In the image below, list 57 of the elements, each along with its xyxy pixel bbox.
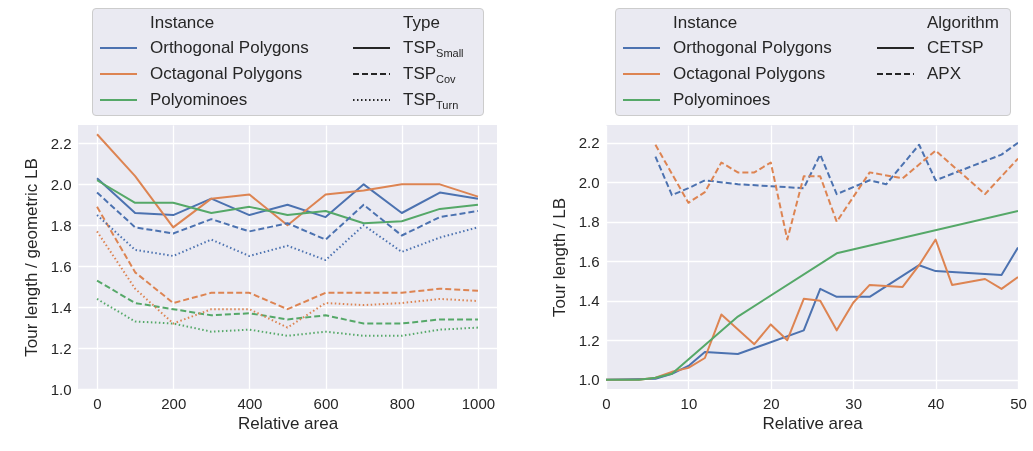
- line-series: [96, 279, 479, 325]
- y-tick-label: 2.0: [578, 173, 600, 191]
- x-tick-label: 400: [237, 394, 263, 412]
- text: Algorithm: [927, 13, 999, 32]
- x-axis-title: Relative area: [762, 413, 864, 433]
- y-axis-title: Tour length / geometric LB: [21, 158, 41, 357]
- x-tick-label: 0: [602, 394, 611, 412]
- legend-title: Instance: [673, 13, 738, 32]
- y-tick-label: 2.2: [50, 134, 72, 152]
- x-tick-label: 10: [680, 394, 698, 412]
- text: Type: [403, 13, 440, 32]
- x-tick-label: 800: [389, 394, 415, 412]
- y-tick-label: 1.8: [50, 216, 72, 234]
- line-series: [654, 143, 1018, 241]
- y-tick-label: 2.0: [50, 175, 72, 193]
- x-tick-label: 200: [161, 394, 187, 412]
- line-series: [96, 179, 479, 225]
- x-tick-label: 0: [93, 394, 102, 412]
- line-series: [96, 133, 479, 229]
- text: TSP$_{Turn}$: [403, 90, 459, 114]
- legend-label: Polyominoes: [150, 90, 248, 109]
- legend-label: Octagonal Polygons: [673, 64, 826, 83]
- text: APX: [927, 64, 962, 83]
- y-tick-label: 1.6: [578, 252, 600, 270]
- line-series: [96, 191, 479, 241]
- line-series: [96, 297, 479, 337]
- legend-title: Instance: [150, 13, 215, 32]
- line-series: [96, 230, 479, 329]
- line-series: [96, 214, 479, 262]
- x-axis-title: Relative area: [237, 413, 339, 433]
- text: TSP$_{Cov}$: [403, 64, 456, 88]
- x-tick-label: 30: [845, 394, 863, 412]
- legend-label: Octagonal Polygons: [150, 64, 303, 83]
- legend-label: Orthogonal Polygons: [150, 38, 309, 57]
- x-tick-label: 1000: [461, 394, 496, 412]
- x-tick-label: 600: [313, 394, 339, 412]
- text: CETSP: [927, 38, 984, 57]
- x-tick-label: 20: [762, 394, 780, 412]
- y-tick-label: 1.2: [50, 339, 72, 357]
- text: TSP$_{Small}$: [403, 38, 464, 62]
- y-tick-label: 1.2: [578, 331, 600, 349]
- line-series: [96, 177, 479, 219]
- y-tick-label: 1.6: [50, 257, 72, 275]
- legend-label: Polyominoes: [673, 90, 771, 109]
- y-tick-label: 1.4: [50, 298, 72, 316]
- y-tick-label: 1.0: [578, 371, 600, 389]
- y-tick-label: 1.8: [578, 213, 600, 231]
- line-series: [96, 205, 479, 311]
- x-tick-label: 50: [1010, 394, 1027, 412]
- y-tick-label: 1.4: [578, 292, 600, 310]
- line-series: [654, 141, 1018, 197]
- line-series: [606, 210, 1018, 381]
- y-tick-label: 2.2: [578, 134, 600, 152]
- x-tick-label: 40: [927, 394, 945, 412]
- legend-label: Orthogonal Polygons: [673, 38, 832, 57]
- y-axis-title: Tour length / LB: [549, 197, 569, 318]
- y-tick-label: 1.0: [50, 380, 72, 398]
